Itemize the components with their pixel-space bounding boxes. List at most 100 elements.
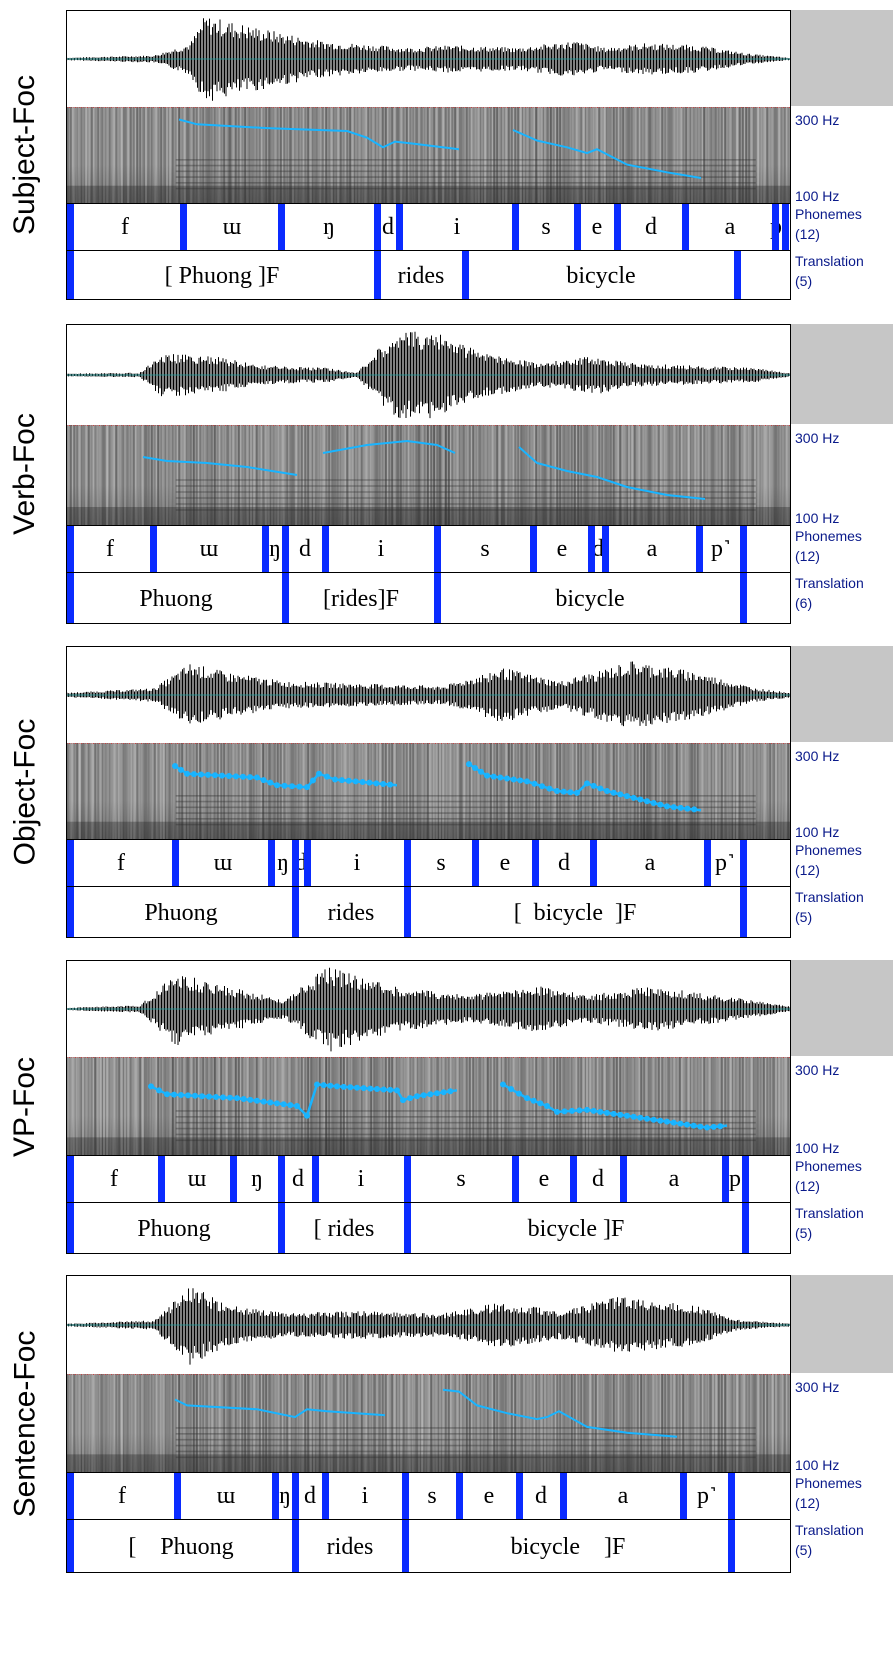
phoneme-boundary[interactable] (268, 840, 275, 887)
phoneme-boundary[interactable] (560, 1473, 567, 1520)
phoneme-segment[interactable]: d (592, 536, 604, 562)
translation-segment[interactable]: bicycle ]F (510, 1534, 626, 1560)
translation-segment[interactable]: bicycle (555, 586, 625, 612)
translation-boundary[interactable] (67, 573, 74, 623)
translation-segment[interactable]: rides (397, 263, 445, 289)
translation-boundary[interactable] (404, 1203, 411, 1253)
phoneme-boundary[interactable] (530, 526, 537, 573)
phoneme-segment[interactable]: ɯ (213, 850, 233, 876)
phoneme-boundary[interactable] (740, 840, 747, 887)
phoneme-segment[interactable]: i (453, 214, 461, 240)
phoneme-boundary[interactable] (590, 840, 597, 887)
phoneme-boundary[interactable] (680, 1473, 687, 1520)
phoneme-segment[interactable]: d (299, 536, 311, 562)
phoneme-boundary[interactable] (682, 204, 689, 251)
phoneme-boundary[interactable] (282, 526, 289, 573)
phoneme-boundary[interactable] (67, 204, 74, 251)
phoneme-segment[interactable]: f (121, 214, 129, 240)
phoneme-boundary[interactable] (602, 526, 609, 573)
phoneme-boundary[interactable] (278, 1156, 285, 1203)
translation-segment[interactable]: [ bicycle ]F (513, 900, 637, 926)
phoneme-segment[interactable]: a (724, 214, 736, 240)
phoneme-segment[interactable]: d (558, 850, 570, 876)
phoneme-boundary[interactable] (472, 840, 479, 887)
translation-segment[interactable]: [ rides (313, 1216, 375, 1242)
phoneme-boundary[interactable] (304, 840, 311, 887)
translation-boundary[interactable] (67, 251, 74, 299)
phoneme-boundary[interactable] (230, 1156, 237, 1203)
phoneme-boundary[interactable] (696, 526, 703, 573)
phoneme-segment[interactable]: a (617, 1483, 629, 1509)
translation-boundary[interactable] (740, 573, 747, 623)
phoneme-segment[interactable]: f (118, 1483, 126, 1509)
phoneme-segment[interactable]: f (117, 850, 125, 876)
translation-segment[interactable]: bicycle (566, 263, 636, 289)
translation-boundary[interactable] (67, 887, 74, 937)
translation-boundary[interactable] (404, 887, 411, 937)
translation-boundary[interactable] (278, 1203, 285, 1253)
phoneme-segment[interactable]: e (499, 850, 511, 876)
phoneme-boundary[interactable] (532, 840, 539, 887)
translation-boundary[interactable] (742, 1203, 749, 1253)
phoneme-segment[interactable]: s (456, 1166, 466, 1192)
phoneme-boundary[interactable] (740, 526, 747, 573)
phoneme-segment[interactable]: ŋ (251, 1166, 263, 1192)
translation-boundary[interactable] (292, 1520, 299, 1572)
phoneme-boundary[interactable] (722, 1156, 729, 1203)
translation-boundary[interactable] (292, 887, 299, 937)
phoneme-segment[interactable]: a (644, 850, 656, 876)
phoneme-segment[interactable]: s (436, 850, 446, 876)
phoneme-segment[interactable]: s (541, 214, 551, 240)
phoneme-segment[interactable]: p˺ (715, 850, 735, 876)
phoneme-boundary[interactable] (174, 1473, 181, 1520)
phoneme-segment[interactable]: s (480, 536, 490, 562)
phoneme-segment[interactable]: p (729, 1166, 741, 1192)
phoneme-segment[interactable]: s (427, 1483, 437, 1509)
phoneme-boundary[interactable] (67, 1156, 74, 1203)
phoneme-segment[interactable]: d (292, 1166, 304, 1192)
phoneme-boundary[interactable] (322, 1473, 329, 1520)
translation-boundary[interactable] (728, 1520, 735, 1572)
phoneme-segment[interactable]: ɯ (216, 1483, 236, 1509)
phoneme-boundary[interactable] (728, 1473, 735, 1520)
phoneme-boundary[interactable] (588, 526, 595, 573)
phoneme-segment[interactable]: d (535, 1483, 547, 1509)
phoneme-boundary[interactable] (180, 204, 187, 251)
phoneme-boundary[interactable] (404, 1156, 411, 1203)
phoneme-boundary[interactable] (67, 840, 74, 887)
translation-boundary[interactable] (402, 1520, 409, 1572)
translation-segment[interactable]: Phuong (139, 586, 213, 612)
phoneme-segment[interactable]: i (357, 1166, 365, 1192)
translation-boundary[interactable] (67, 1520, 74, 1572)
phoneme-boundary[interactable] (434, 526, 441, 573)
phoneme-boundary[interactable] (396, 204, 403, 251)
phoneme-segment[interactable]: ɯ (199, 536, 219, 562)
phoneme-segment[interactable]: i (377, 536, 385, 562)
phoneme-segment[interactable]: d (645, 214, 657, 240)
translation-boundary[interactable] (734, 251, 741, 299)
phoneme-boundary[interactable] (402, 1473, 409, 1520)
phoneme-boundary[interactable] (516, 1473, 523, 1520)
phoneme-segment[interactable]: p˺ (711, 536, 731, 562)
phoneme-segment[interactable]: d (304, 1483, 316, 1509)
translation-segment[interactable]: rides (326, 1534, 374, 1560)
phoneme-segment[interactable]: e (538, 1166, 550, 1192)
phoneme-boundary[interactable] (278, 204, 285, 251)
translation-boundary[interactable] (67, 1203, 74, 1253)
phoneme-boundary[interactable] (620, 1156, 627, 1203)
phoneme-segment[interactable]: d (592, 1166, 604, 1192)
translation-segment[interactable]: Phuong (144, 900, 218, 926)
phoneme-segment[interactable]: f (106, 536, 114, 562)
phoneme-boundary[interactable] (570, 1156, 577, 1203)
phoneme-boundary[interactable] (512, 204, 519, 251)
phoneme-boundary[interactable] (262, 526, 269, 573)
phoneme-boundary[interactable] (704, 840, 711, 887)
phoneme-segment[interactable]: ŋ (279, 1483, 291, 1509)
phoneme-segment[interactable]: e (556, 536, 568, 562)
phoneme-boundary[interactable] (292, 1473, 299, 1520)
phoneme-segment[interactable]: e (591, 214, 603, 240)
phoneme-boundary[interactable] (614, 204, 621, 251)
translation-boundary[interactable] (462, 251, 469, 299)
translation-segment[interactable]: [ Phuong ]F (164, 263, 280, 289)
phoneme-segment[interactable]: a (646, 536, 658, 562)
